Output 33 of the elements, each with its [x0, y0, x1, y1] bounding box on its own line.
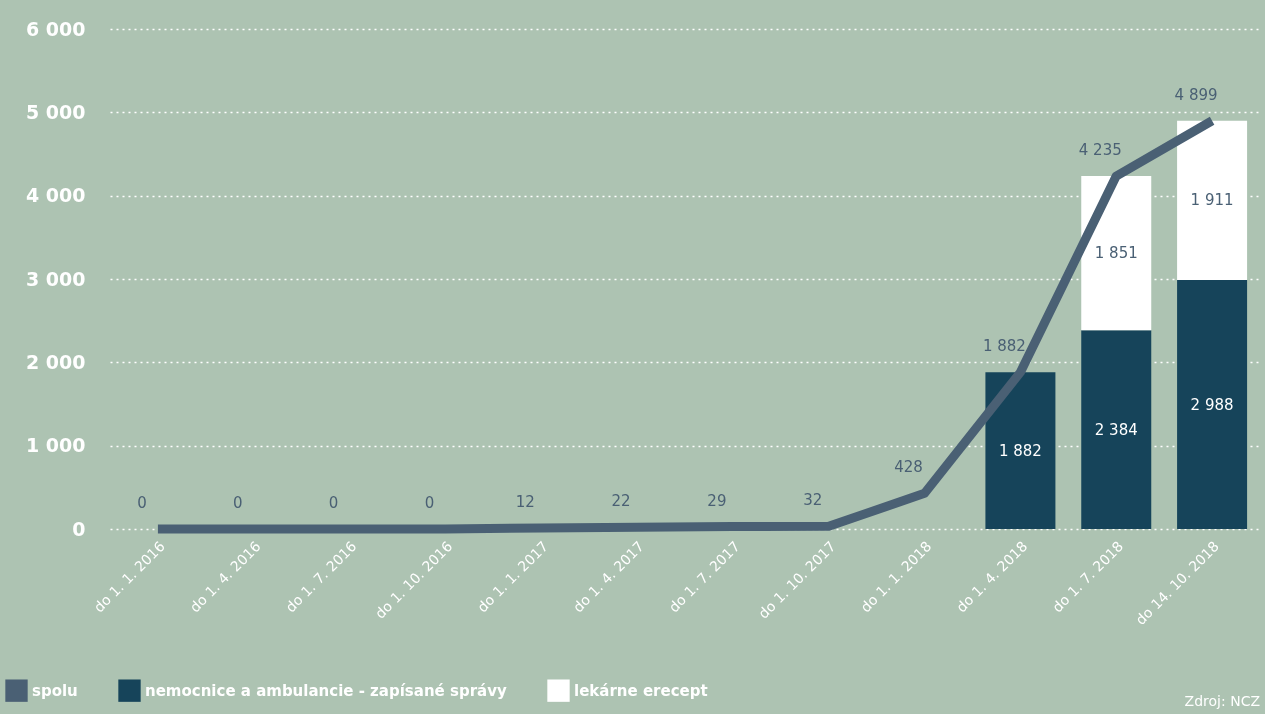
data-label: 4 899 [1174, 85, 1218, 104]
data-label: 32 [803, 491, 823, 510]
y-tick-label: 5 000 [26, 100, 86, 123]
data-label: 2 384 [1094, 420, 1138, 439]
text: Zdroj: NCZ [1184, 693, 1260, 709]
data-label: 0 [424, 494, 435, 512]
y-tick-label: 3 000 [26, 267, 86, 290]
data-label: 1 851 [1094, 244, 1138, 263]
bar [1081, 330, 1152, 529]
y-tick-label: 4 000 [26, 184, 86, 207]
data-label: 0 [328, 494, 339, 512]
y-tick-label: 2 000 [26, 350, 86, 373]
data-label: 29 [707, 491, 727, 510]
bar [985, 372, 1056, 529]
bar [1177, 120, 1248, 280]
data-label: 428 [894, 458, 923, 477]
y-tick-label: 6 000 [26, 17, 86, 40]
data-label: 12 [515, 493, 535, 511]
data-label: 1 911 [1190, 191, 1234, 210]
data-label: 1 882 [998, 441, 1042, 460]
data-label: 0 [232, 494, 243, 512]
bar [1177, 280, 1248, 529]
data-label: 1 882 [982, 337, 1026, 356]
legend-label: nemocnice a ambulancie - zapísané správy [145, 681, 507, 700]
data-label: 0 [137, 494, 147, 512]
legend-label: spolu [32, 681, 78, 700]
legend-label: lekárne erecept [574, 681, 708, 700]
y-tick-label: 0 [72, 517, 86, 540]
data-label: 22 [611, 492, 631, 511]
data-label: 4 235 [1078, 141, 1122, 160]
y-tick-label: 1 000 [26, 434, 86, 457]
data-label: 2 988 [1190, 395, 1234, 414]
bar [1081, 176, 1152, 331]
